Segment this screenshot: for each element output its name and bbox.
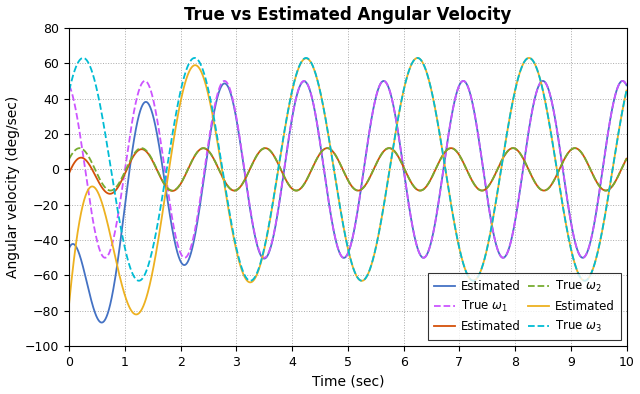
Legend: Estimated, True $\omega_1$, Estimated, True $\omega_2$, Estimated, True $\omega_: Estimated, True $\omega_1$, Estimated, T… [428, 273, 621, 340]
X-axis label: Time (sec): Time (sec) [312, 374, 384, 388]
Title: True vs Estimated Angular Velocity: True vs Estimated Angular Velocity [184, 6, 511, 24]
Y-axis label: Angular velocity (deg/sec): Angular velocity (deg/sec) [6, 96, 20, 278]
